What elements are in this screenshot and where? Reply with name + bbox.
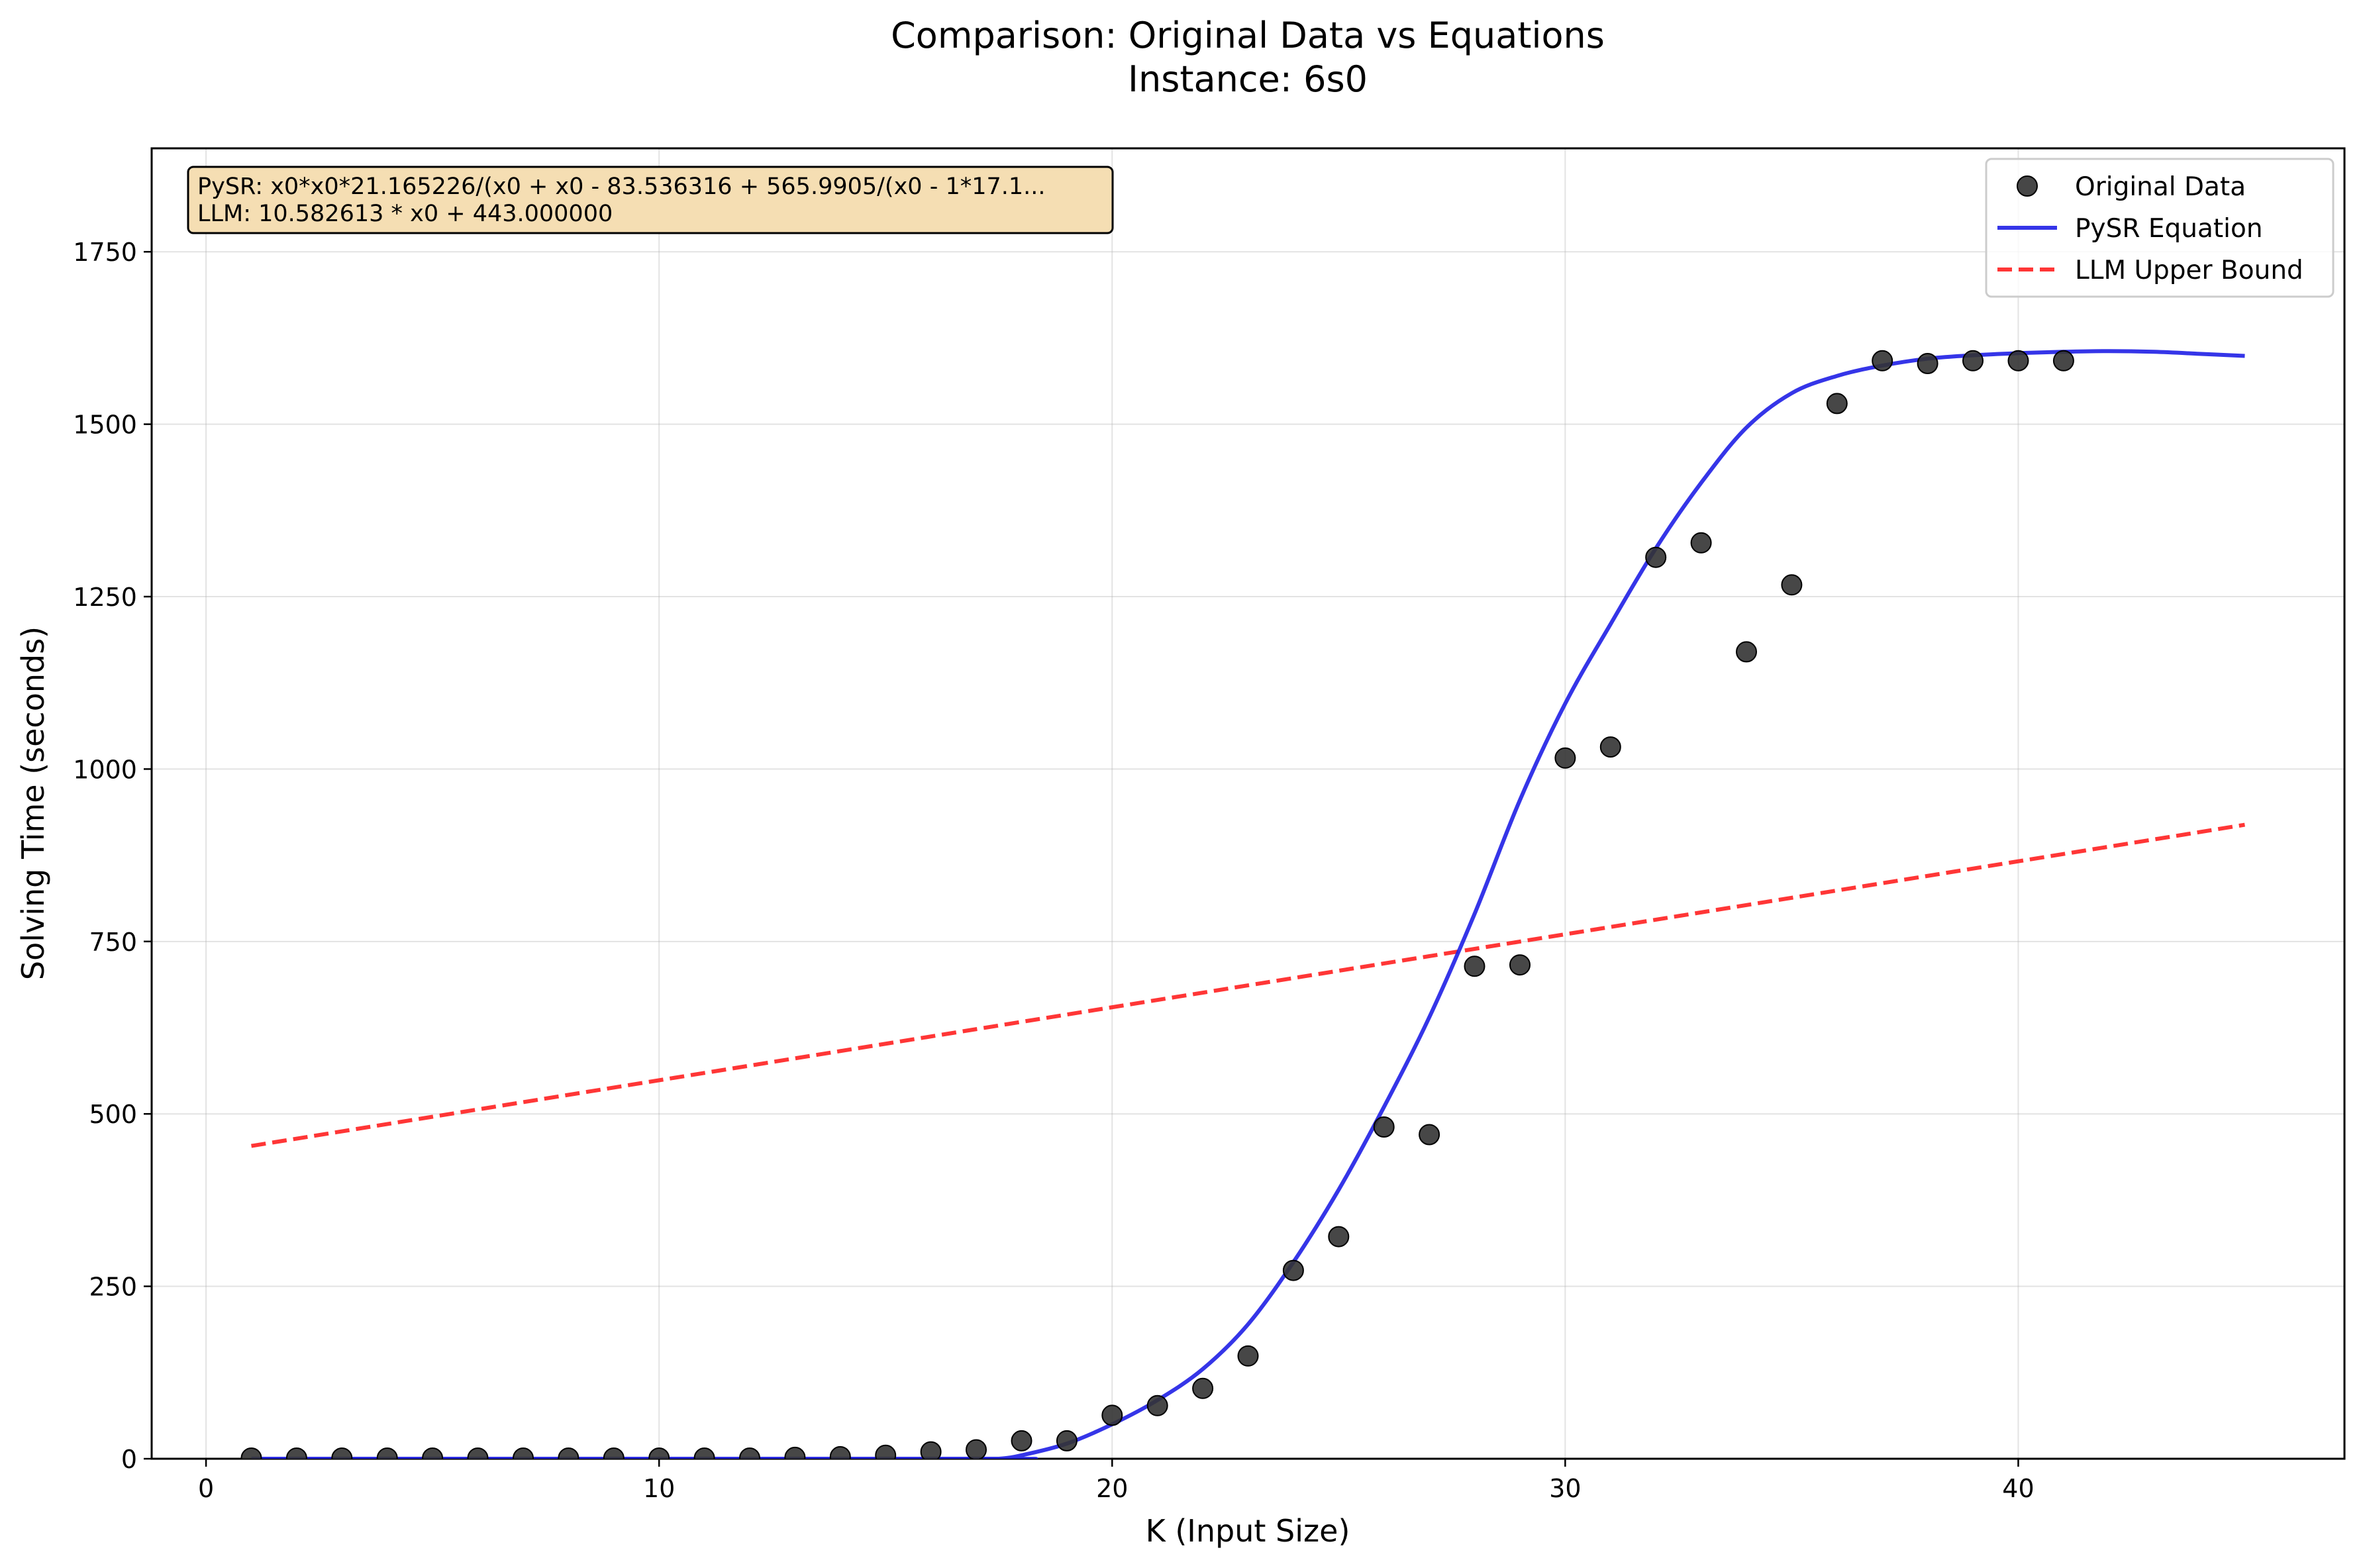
data-point bbox=[376, 1447, 398, 1459]
x-tick-label: 0 bbox=[198, 1474, 214, 1503]
data-point bbox=[467, 1447, 489, 1459]
data-point bbox=[422, 1447, 444, 1459]
x-axis-label: K (Input Size) bbox=[1146, 1513, 1350, 1549]
data-point bbox=[966, 1439, 987, 1459]
legend-marker-original-data bbox=[2017, 175, 2038, 197]
legend-label-pysr-equation: PySR Equation bbox=[2075, 214, 2263, 244]
chart-subtitle: Instance: 6s0 bbox=[1128, 58, 1368, 100]
annotation-pysr-equation: PySR: x0*x0*21.165226/(x0 + x0 - 83.5363… bbox=[197, 173, 1046, 200]
data-point bbox=[1781, 574, 1803, 596]
data-point bbox=[331, 1447, 353, 1459]
data-point bbox=[1826, 393, 1848, 415]
data-point bbox=[1962, 350, 1984, 371]
data-point bbox=[513, 1447, 534, 1459]
data-point bbox=[1599, 736, 1621, 758]
data-point bbox=[1690, 532, 1712, 554]
data-point bbox=[603, 1447, 625, 1459]
legend: Original Data PySR Equation LLM Upper Bo… bbox=[1985, 158, 2335, 298]
y-tick-label: 500 bbox=[89, 1100, 137, 1129]
series-pysr-equation bbox=[251, 349, 2245, 1459]
data-point bbox=[1736, 641, 1757, 663]
equation-annotation: PySR: x0*x0*21.165226/(x0 + x0 - 83.5363… bbox=[187, 166, 1114, 234]
y-tick-label: 250 bbox=[89, 1273, 137, 1302]
data-point bbox=[1282, 1259, 1304, 1281]
data-point bbox=[1645, 546, 1667, 568]
plot-area bbox=[150, 147, 2346, 1460]
x-tick-label: 20 bbox=[1096, 1474, 1128, 1503]
grid bbox=[152, 148, 2344, 1459]
data-point bbox=[285, 1447, 307, 1459]
series-layer bbox=[240, 349, 2245, 1459]
data-point bbox=[2052, 350, 2074, 371]
data-point bbox=[1011, 1430, 1032, 1451]
y-tick-label: 1500 bbox=[73, 411, 137, 440]
data-point bbox=[1464, 956, 1485, 977]
data-point bbox=[1554, 747, 1576, 769]
x-tick-label: 30 bbox=[1549, 1474, 1581, 1503]
data-point bbox=[1872, 350, 1893, 371]
data-point bbox=[1328, 1226, 1350, 1248]
data-point bbox=[1917, 353, 1938, 374]
y-axis-label: Solving Time (seconds) bbox=[15, 626, 51, 980]
legend-label-llm-upper-bound: LLM Upper Bound bbox=[2075, 256, 2303, 285]
data-point bbox=[829, 1446, 851, 1459]
data-point bbox=[1419, 1124, 1440, 1146]
data-point bbox=[1373, 1116, 1395, 1138]
data-point bbox=[1101, 1404, 1123, 1426]
data-point bbox=[784, 1446, 806, 1459]
data-point bbox=[920, 1441, 942, 1459]
annotation-llm-equation: LLM: 10.582613 * x0 + 443.000000 bbox=[197, 201, 613, 227]
data-point bbox=[1056, 1430, 1078, 1451]
y-tick-label: 1750 bbox=[73, 238, 137, 267]
data-point bbox=[693, 1447, 715, 1459]
data-point bbox=[1192, 1377, 1214, 1399]
x-tick-label: 40 bbox=[2002, 1474, 2034, 1503]
data-point bbox=[875, 1444, 897, 1459]
data-point bbox=[1509, 954, 1531, 976]
x-tick-label: 10 bbox=[643, 1474, 675, 1503]
legend-label-original-data: Original Data bbox=[2075, 172, 2246, 202]
axis-ticks: 0 10 20 30 40 0 250 500 750 1000 1250 1500 1750 bbox=[73, 238, 2034, 1503]
y-tick-label: 750 bbox=[89, 928, 137, 957]
series-llm-upper-bound bbox=[251, 822, 2245, 1148]
chart-title: Comparison: Original Data vs Equations bbox=[891, 15, 1605, 56]
data-point bbox=[1146, 1395, 1168, 1416]
data-point bbox=[2007, 350, 2029, 371]
data-point bbox=[739, 1447, 760, 1459]
data-point bbox=[240, 1447, 262, 1459]
data-point bbox=[558, 1447, 579, 1459]
annotation-background bbox=[187, 166, 1114, 234]
data-point bbox=[648, 1447, 670, 1459]
y-tick-label: 1000 bbox=[73, 755, 137, 784]
y-tick-label: 0 bbox=[121, 1445, 137, 1474]
data-point bbox=[1237, 1345, 1259, 1367]
legend-frame bbox=[1985, 158, 2335, 298]
y-tick-label: 1250 bbox=[73, 583, 137, 612]
